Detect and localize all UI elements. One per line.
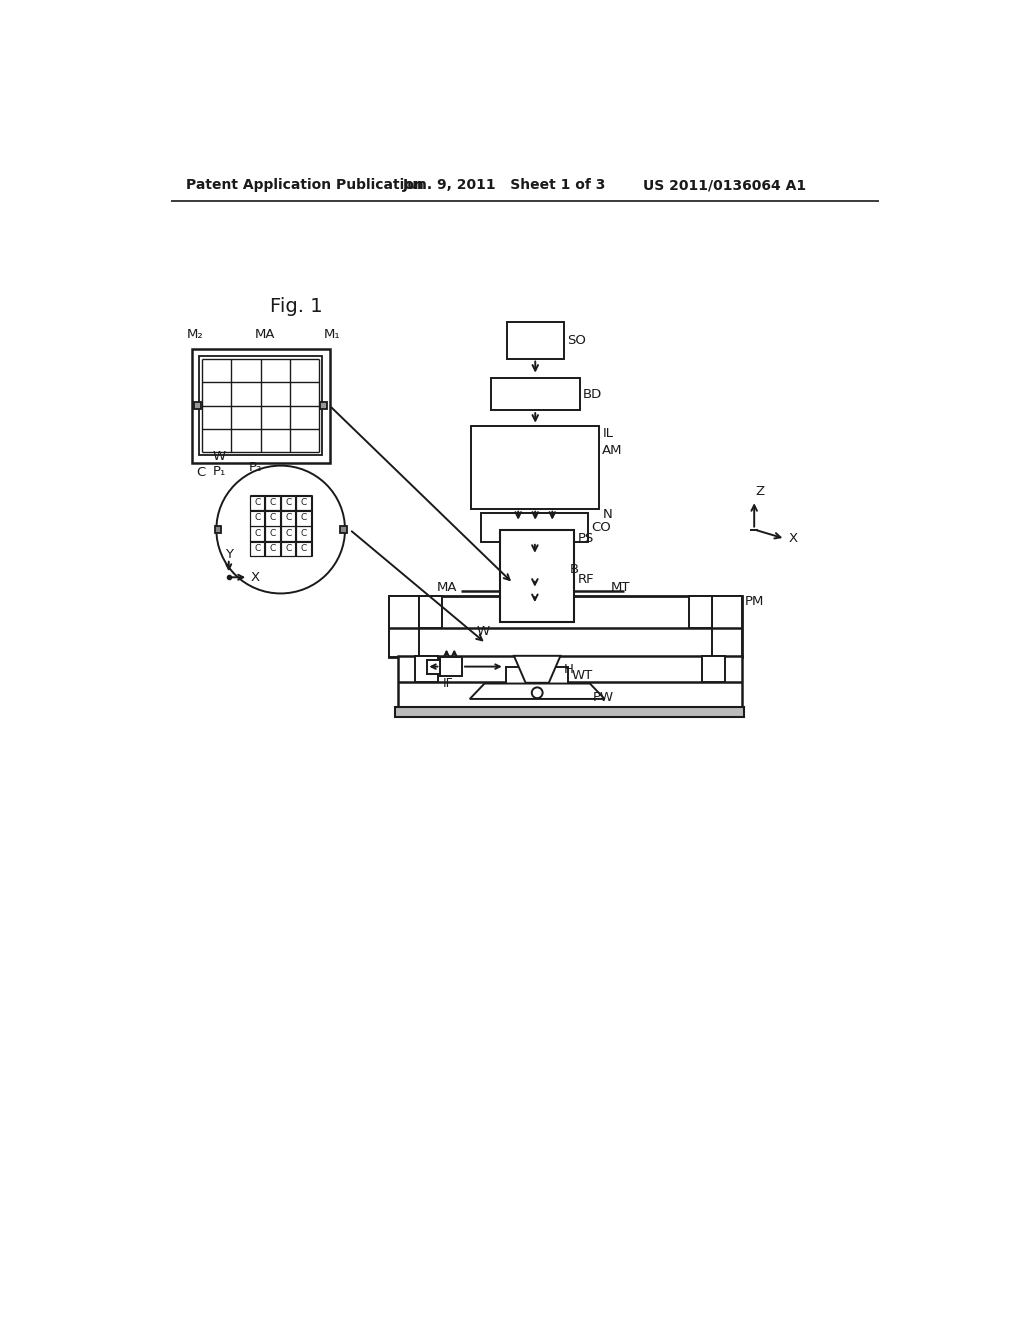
Text: N: N	[602, 508, 612, 521]
Text: RF: RF	[578, 573, 594, 586]
Text: Z: Z	[756, 484, 765, 498]
Bar	[397, 656, 741, 711]
Text: P₂: P₂	[249, 461, 262, 474]
Bar	[265, 496, 280, 511]
Text: C: C	[301, 498, 307, 507]
Text: PW: PW	[593, 690, 614, 704]
Text: W: W	[477, 624, 489, 638]
Bar	[395, 708, 744, 718]
Text: US 2011/0136064 A1: US 2011/0136064 A1	[643, 178, 807, 193]
Circle shape	[216, 466, 345, 594]
Bar	[689, 595, 713, 628]
Bar	[194, 403, 201, 409]
Bar	[191, 348, 330, 462]
Circle shape	[531, 688, 543, 698]
Text: W: W	[212, 450, 225, 463]
Text: CO: CO	[592, 520, 611, 533]
Text: C: C	[269, 544, 276, 553]
Bar	[415, 656, 438, 682]
Bar	[296, 496, 311, 511]
Text: C: C	[286, 513, 292, 523]
Ellipse shape	[503, 561, 566, 579]
Text: C: C	[254, 529, 260, 537]
Text: C: C	[301, 513, 307, 523]
Bar	[281, 496, 295, 511]
Text: Patent Application Publication: Patent Application Publication	[186, 178, 424, 193]
Text: Jun. 9, 2011   Sheet 1 of 3: Jun. 9, 2011 Sheet 1 of 3	[403, 178, 606, 193]
Text: C: C	[197, 466, 206, 479]
Text: IF: IF	[442, 677, 454, 690]
Text: X: X	[251, 570, 259, 583]
Text: C: C	[269, 498, 276, 507]
Bar	[389, 595, 741, 657]
Polygon shape	[514, 656, 560, 682]
Bar	[265, 511, 280, 525]
Bar	[215, 527, 221, 533]
Text: MT: MT	[611, 581, 631, 594]
Bar	[250, 496, 264, 511]
Text: C: C	[286, 498, 292, 507]
Bar	[713, 595, 741, 657]
Bar	[340, 527, 346, 533]
Bar	[265, 541, 280, 557]
Text: C: C	[286, 544, 292, 553]
Text: C: C	[254, 498, 260, 507]
Polygon shape	[470, 684, 604, 700]
Text: C: C	[301, 544, 307, 553]
Text: BD: BD	[583, 388, 602, 400]
Text: M₂: M₂	[187, 329, 204, 342]
Bar	[321, 403, 328, 409]
Bar	[250, 511, 264, 525]
Text: M₁: M₁	[324, 329, 340, 342]
Text: MA: MA	[436, 581, 457, 594]
Text: P₁: P₁	[212, 465, 225, 478]
Text: B: B	[569, 564, 579, 576]
Text: C: C	[301, 529, 307, 537]
Bar	[471, 425, 599, 508]
Bar	[296, 527, 311, 541]
Bar	[506, 667, 568, 684]
Text: Fig. 1: Fig. 1	[270, 297, 323, 315]
Text: PM: PM	[744, 595, 764, 609]
Text: C: C	[254, 544, 260, 553]
Bar	[389, 595, 419, 657]
Text: X: X	[788, 532, 798, 545]
Text: H: H	[563, 663, 573, 676]
Bar	[481, 512, 589, 543]
Bar	[427, 660, 440, 673]
Text: PS: PS	[578, 532, 594, 545]
Text: C: C	[269, 513, 276, 523]
Text: SO: SO	[566, 334, 586, 347]
Bar	[440, 657, 462, 676]
Bar	[419, 595, 442, 628]
Bar	[296, 511, 311, 525]
Bar	[515, 589, 554, 594]
Text: IL: IL	[602, 426, 613, 440]
Bar	[281, 511, 295, 525]
Bar	[281, 527, 295, 541]
Bar	[296, 541, 311, 557]
Bar	[507, 322, 563, 359]
Bar	[250, 541, 264, 557]
Bar	[265, 527, 280, 541]
Bar	[250, 527, 264, 541]
Text: AM: AM	[602, 444, 623, 457]
Bar	[490, 378, 580, 411]
Text: C: C	[269, 529, 276, 537]
Bar	[500, 529, 574, 622]
Text: Y: Y	[224, 548, 232, 561]
Text: MA: MA	[254, 329, 274, 342]
Text: WT: WT	[571, 668, 593, 681]
Bar	[701, 656, 725, 682]
Bar	[200, 356, 322, 455]
Bar	[281, 541, 295, 557]
Text: C: C	[286, 529, 292, 537]
Text: C: C	[254, 513, 260, 523]
